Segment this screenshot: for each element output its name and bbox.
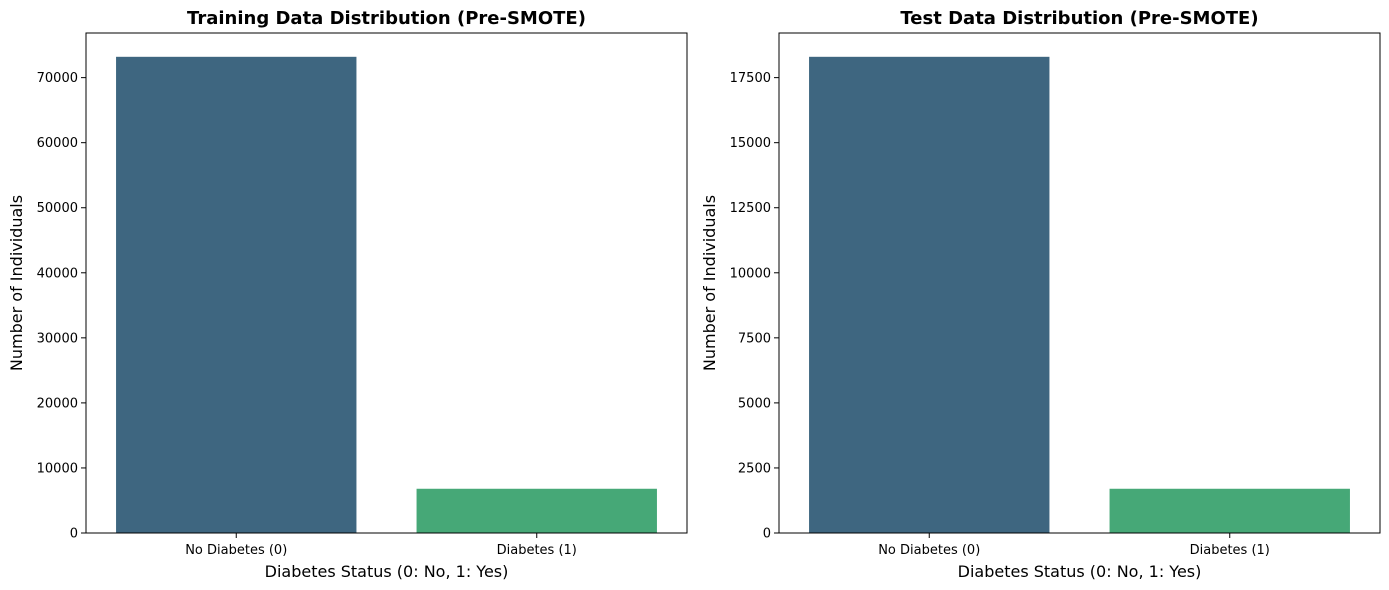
y-tick-label: 15000 [730, 136, 771, 151]
y-ticks: 0 10000 20000 30000 40000 50000 60000 70000 [37, 71, 86, 542]
x-ticks: No Diabetes (0) Diabetes (1) [185, 533, 577, 558]
bar-1 [1109, 488, 1350, 533]
bar-1 [416, 488, 657, 533]
x-tick-label: Diabetes (1) [497, 543, 577, 558]
y-tick-label: 0 [763, 527, 771, 542]
chart-training-distribution: Training Data Distribution (Pre-SMOTE) D… [7, 8, 688, 581]
bars [116, 56, 657, 534]
y-tick-label: 50000 [37, 201, 78, 216]
x-tick-label: Diabetes (1) [1190, 543, 1270, 558]
y-tick-label: 70000 [37, 71, 78, 86]
y-ticks: 0 2500 5000 7500 10000 12500 15000 17500 [730, 71, 779, 542]
y-tick-label: 7500 [738, 331, 771, 346]
plot-frame [85, 32, 688, 534]
x-tick-label: No Diabetes (0) [185, 543, 287, 558]
plot-frame [778, 32, 1381, 534]
y-tick-label: 5000 [738, 396, 771, 411]
y-axis-label: Number of Individuals [700, 195, 719, 371]
bar-0 [809, 56, 1050, 534]
chart-test-distribution: Test Data Distribution (Pre-SMOTE) Diabe… [700, 8, 1381, 581]
x-tick-label: No Diabetes (0) [878, 543, 980, 558]
y-tick-label: 2500 [738, 461, 771, 476]
y-tick-label: 30000 [37, 331, 78, 346]
y-tick-label: 12500 [730, 201, 771, 216]
bar-0 [116, 56, 357, 534]
chart-title: Test Data Distribution (Pre-SMOTE) [900, 8, 1258, 29]
y-axis-label: Number of Individuals [7, 195, 26, 371]
y-tick-label: 20000 [37, 396, 78, 411]
bars [809, 56, 1350, 534]
y-tick-label: 0 [70, 527, 78, 542]
y-tick-label: 10000 [730, 266, 771, 281]
x-ticks: No Diabetes (0) Diabetes (1) [878, 533, 1270, 558]
y-tick-label: 60000 [37, 136, 78, 151]
y-tick-label: 40000 [37, 266, 78, 281]
x-axis-label: Diabetes Status (0: No, 1: Yes) [958, 562, 1202, 581]
y-tick-label: 10000 [37, 461, 78, 476]
chart-title: Training Data Distribution (Pre-SMOTE) [187, 8, 586, 29]
x-axis-label: Diabetes Status (0: No, 1: Yes) [265, 562, 509, 581]
y-tick-label: 17500 [730, 71, 771, 86]
